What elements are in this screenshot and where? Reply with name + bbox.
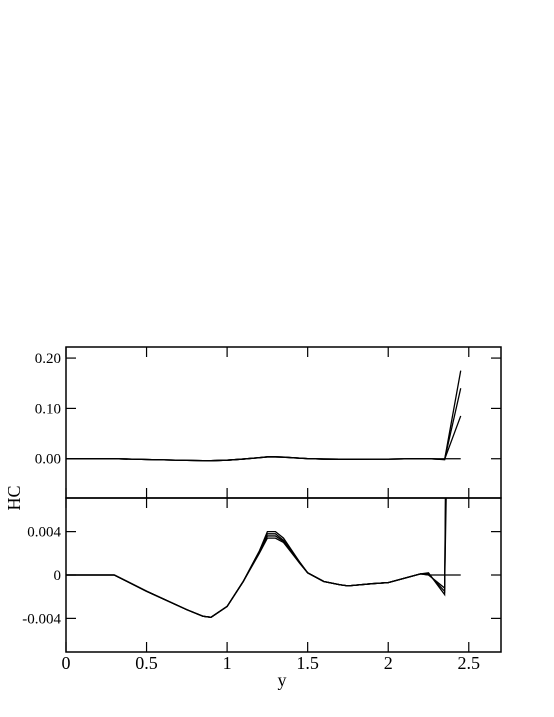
series-line bbox=[66, 498, 447, 618]
x-tick-label: 2.5 bbox=[458, 653, 481, 673]
series-line bbox=[66, 537, 461, 618]
x-tick-label: 0 bbox=[62, 653, 71, 673]
panel-frame bbox=[65, 346, 502, 499]
y-tick-label: -0.004 bbox=[22, 611, 61, 627]
y-tick-label: 0.004 bbox=[27, 525, 61, 541]
plot-area bbox=[66, 498, 461, 618]
plot-area bbox=[66, 370, 462, 462]
x-tick-label: 2 bbox=[384, 653, 393, 673]
x-tick-label: 0.5 bbox=[135, 653, 158, 673]
series-line bbox=[66, 456, 461, 462]
x-axis-label: y bbox=[278, 670, 287, 690]
x-tick-label: 1 bbox=[223, 653, 232, 673]
panel-frame bbox=[65, 497, 502, 653]
y-axis-label: HC bbox=[4, 485, 24, 510]
y-tick-label: 0 bbox=[54, 568, 62, 584]
series-line bbox=[66, 388, 462, 462]
x-tick-label: 1.5 bbox=[296, 653, 319, 673]
y-tick-label: 0.20 bbox=[35, 351, 61, 367]
series-line bbox=[66, 415, 462, 462]
y-tick-label: 0.10 bbox=[35, 401, 61, 417]
y-tick-label: 0.00 bbox=[35, 452, 61, 468]
series-line bbox=[66, 498, 447, 618]
series-line bbox=[66, 370, 462, 462]
series-line bbox=[66, 498, 447, 618]
